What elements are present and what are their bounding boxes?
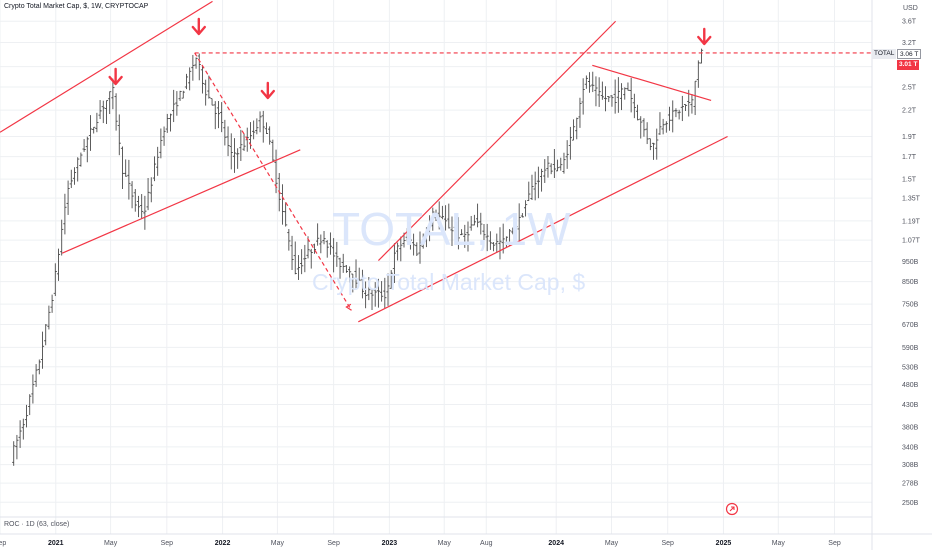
trendline: [0, 0, 213, 133]
price-tick-label: 1.19T: [902, 218, 921, 225]
price-tick-label: 2.5T: [902, 85, 917, 92]
level-price-tag: 3.01 T: [897, 60, 920, 70]
trendline: [377, 20, 617, 261]
price-tick-label: 3.2T: [902, 40, 917, 47]
trendline: [358, 135, 728, 323]
replay-icon[interactable]: [725, 502, 739, 516]
down-arrow-head: [260, 89, 276, 100]
price-tick-label: 750B: [902, 302, 919, 309]
watermark-symbol: TOTAL, 1W: [332, 203, 571, 255]
price-tick-label: 670B: [902, 322, 919, 329]
time-tick-label: Sep: [661, 540, 674, 547]
down-arrow-head: [108, 75, 123, 86]
price-tick-label: 950B: [902, 259, 919, 266]
price-tick-label: 250B: [902, 500, 919, 507]
dashed-trendline: [194, 52, 352, 311]
time-tick-label: 2022: [215, 540, 231, 547]
watermark-name: Crypto Total Market Cap, $: [312, 269, 586, 295]
trendline: [61, 149, 301, 254]
price-tick-label: 308B: [902, 462, 919, 469]
time-tick-label: Aug: [480, 540, 493, 547]
price-tick-label: 1.7T: [902, 154, 917, 161]
price-bars: [12, 48, 704, 466]
time-tick-label: May: [772, 540, 786, 547]
down-arrow-head: [191, 25, 207, 36]
time-tick-label: 2025: [716, 540, 732, 547]
down-arrow-head: [697, 35, 712, 46]
price-tick-label: 1.07T: [902, 238, 921, 245]
time-tick-label: May: [605, 540, 619, 547]
replay-icon-arrow: [729, 506, 735, 512]
time-tick-label: 2023: [382, 540, 398, 547]
trendline-arrowhead: [345, 303, 352, 311]
price-tick-label: 480B: [902, 382, 919, 389]
indicator-label[interactable]: ROC · 1D (63, close): [4, 521, 70, 528]
price-tick-label: 380B: [902, 424, 919, 431]
time-tick-label: May: [104, 540, 118, 547]
replay-icon-ring: [725, 502, 739, 516]
currency-label[interactable]: USD: [903, 5, 918, 12]
time-tick-label: 2021: [48, 540, 64, 547]
symbol-tag: TOTAL: [872, 49, 897, 59]
price-tick-label: 530B: [902, 364, 919, 371]
price-tick-label: 590B: [902, 345, 919, 352]
time-tick-label: Sep: [0, 540, 6, 547]
price-tick-label: 278B: [902, 481, 919, 488]
price-tick-label: 1.35T: [902, 196, 921, 203]
time-tick-label: Sep: [327, 540, 340, 547]
time-tick-label: 2024: [548, 540, 564, 547]
chart-title[interactable]: Crypto Total Market Cap, $, 1W, CRYPTOCA…: [4, 3, 149, 10]
trendlines[interactable]: [0, 0, 872, 323]
annotation-arrows: [108, 17, 712, 100]
price-tick-label: 430B: [902, 402, 919, 409]
time-tick-label: May: [271, 540, 285, 547]
time-tick-label: Sep: [161, 540, 174, 547]
time-tick-label: Sep: [828, 540, 841, 547]
time-axis[interactable]: Sep 2021 May Sep 2022 May Sep 2023 May Aug 2024 May…: [0, 540, 841, 547]
price-tick-label: 3.6T: [902, 19, 917, 26]
last-price-tag: 3.06 T: [897, 49, 922, 59]
price-tick-label: 340B: [902, 444, 919, 451]
price-tick-label: 850B: [902, 279, 919, 286]
price-tick-label: 1.5T: [902, 177, 917, 184]
price-tick-label: 1.9T: [902, 134, 917, 141]
trendline: [592, 64, 712, 102]
time-tick-label: May: [438, 540, 452, 547]
price-tick-label: 2.2T: [902, 108, 917, 115]
